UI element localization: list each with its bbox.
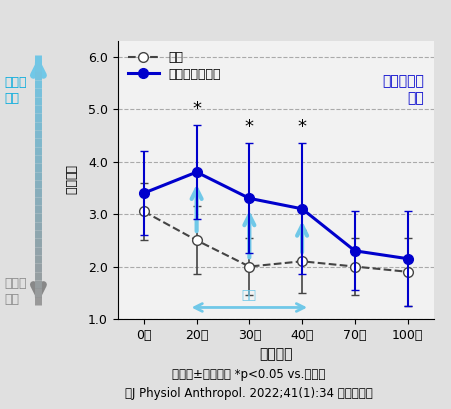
Text: 熱快適性: 熱快適性: [64, 165, 76, 195]
Text: （J Physiol Anthropol. 2022;41(1):34 より改変）: （J Physiol Anthropol. 2022;41(1):34 より改変…: [124, 387, 372, 400]
Text: *: *: [192, 100, 201, 118]
Text: *: *: [297, 118, 306, 137]
X-axis label: 安静時間: 安静時間: [258, 347, 292, 361]
Text: 熱快適性の
改善: 熱快適性の 改善: [382, 74, 423, 106]
Text: とても
快適: とても 快適: [5, 76, 27, 106]
Text: 平均値±標準偏差 *p<0.05 vs.対照群: 平均値±標準偏差 *p<0.05 vs.対照群: [171, 368, 325, 381]
Text: 飲用: 飲用: [241, 289, 256, 302]
Text: とても
不快: とても 不快: [5, 277, 27, 306]
Legend: 対照, アイススラリー: 対照, アイススラリー: [124, 47, 225, 84]
Text: *: *: [244, 118, 253, 137]
